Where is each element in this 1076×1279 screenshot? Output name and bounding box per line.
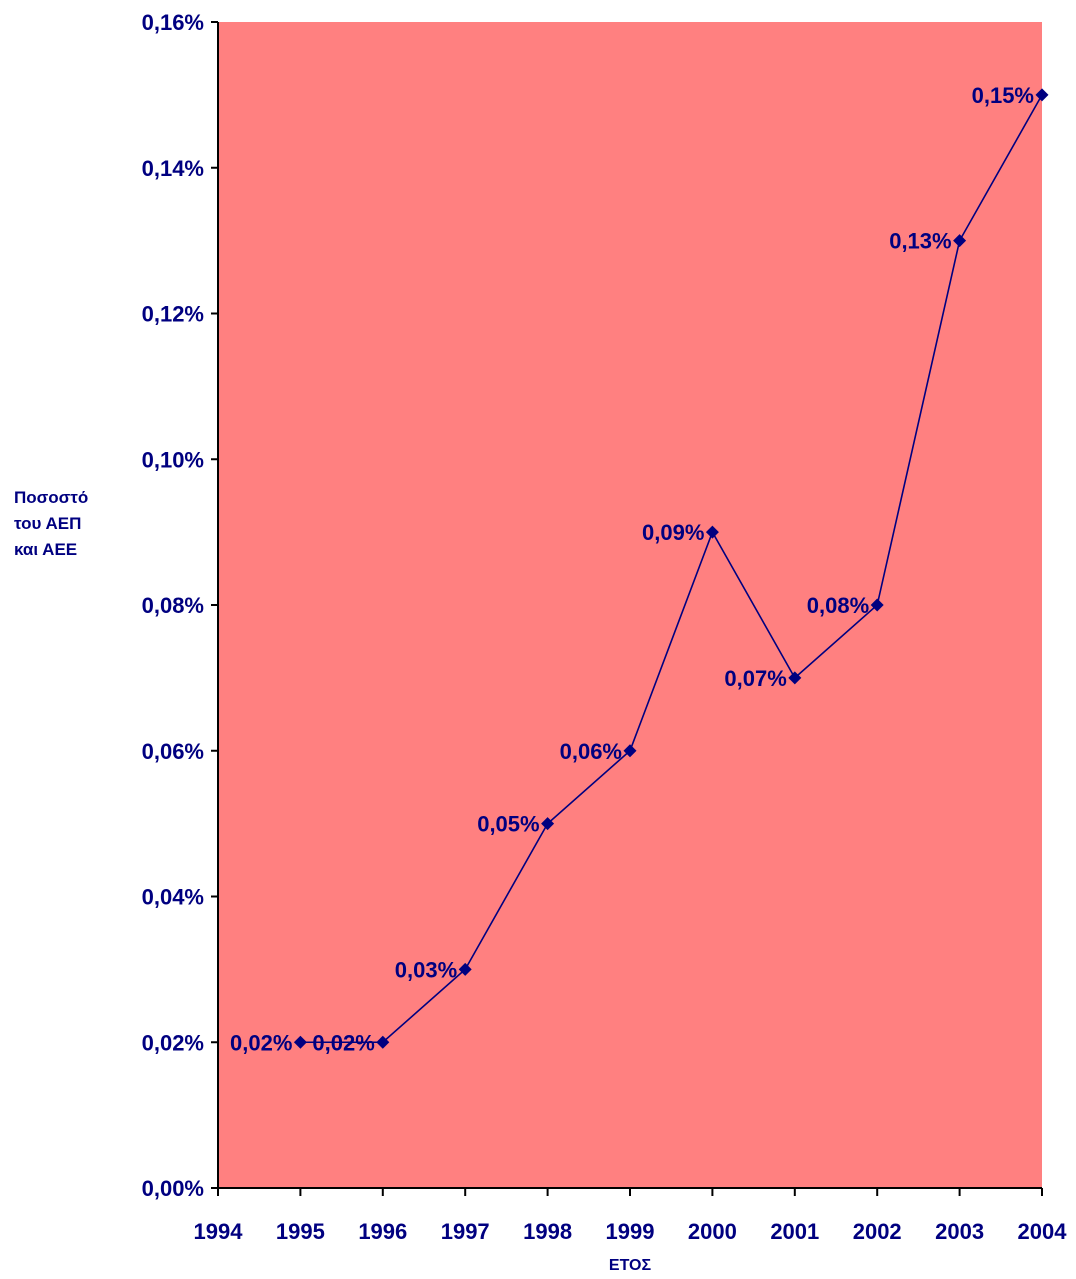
data-point-marker	[541, 817, 555, 831]
data-point-marker	[1035, 88, 1049, 102]
y-tick-label: 0,04%	[142, 885, 204, 910]
y-axis-title: Ποσοστό του ΑΕΠ και ΑΕΕ	[14, 485, 124, 563]
series-layer	[293, 88, 1049, 1049]
data-label: 0,02%	[312, 1030, 374, 1055]
axes: 0,00% 0,02% 0,04% 0,06% 0,08% 0,10% 0,12% 0,14%…	[142, 10, 1068, 1244]
data-point-marker	[953, 234, 967, 248]
data-point-marker	[705, 525, 719, 539]
data-labels-layer: 0,02% 0,02% 0,03% 0,05% 0,06% 0,09% 0,07% 0,08%…	[230, 83, 1034, 1055]
data-label: 0,05%	[477, 812, 539, 837]
data-label: 0,07%	[724, 666, 786, 691]
data-point-marker	[870, 598, 884, 612]
x-tick-label: 2001	[770, 1219, 819, 1244]
y-tick-label: 0,02%	[142, 1030, 204, 1055]
data-label: 0,08%	[807, 593, 869, 618]
x-tick-label: 2003	[935, 1219, 984, 1244]
data-point-marker	[458, 962, 472, 976]
y-tick-label: 0,14%	[142, 156, 204, 181]
y-tick-label: 0,08%	[142, 593, 204, 618]
y-axis-title-line: και ΑΕΕ	[14, 540, 78, 559]
x-tick-label: 1999	[606, 1219, 655, 1244]
data-label: 0,03%	[395, 957, 457, 982]
y-axis-title-line: Ποσοστό	[14, 488, 89, 507]
x-axis-title: ΕΤΟΣ	[608, 1257, 652, 1274]
y-tick-label: 0,12%	[142, 302, 204, 327]
x-tick-label: 2002	[853, 1219, 902, 1244]
data-label: 0,06%	[560, 739, 622, 764]
y-axis-title-line: του ΑΕΠ	[14, 514, 82, 533]
data-label: 0,09%	[642, 520, 704, 545]
y-tick-label: 0,06%	[142, 739, 204, 764]
y-tick-label: 0,00%	[142, 1176, 204, 1201]
series-line	[300, 94, 1043, 1044]
data-label: 0,15%	[972, 83, 1034, 108]
y-tick-label: 0,10%	[142, 447, 204, 472]
x-tick-label: 1994	[194, 1219, 244, 1244]
x-tick-label: 2000	[688, 1219, 737, 1244]
data-point-marker	[788, 671, 802, 685]
x-tick-label: 1997	[441, 1219, 490, 1244]
x-tick-label: 1998	[523, 1219, 572, 1244]
plot-area	[218, 22, 1042, 1188]
data-label: 0,13%	[889, 229, 951, 254]
x-tick-label: 1995	[276, 1219, 325, 1244]
data-point-marker	[376, 1035, 390, 1049]
y-tick-label: 0,16%	[142, 10, 204, 35]
x-tick-label: 1996	[358, 1219, 407, 1244]
data-point-marker	[293, 1035, 307, 1049]
data-label: 0,02%	[230, 1030, 292, 1055]
x-tick-label: 2004	[1018, 1219, 1068, 1244]
data-point-marker	[623, 744, 637, 758]
